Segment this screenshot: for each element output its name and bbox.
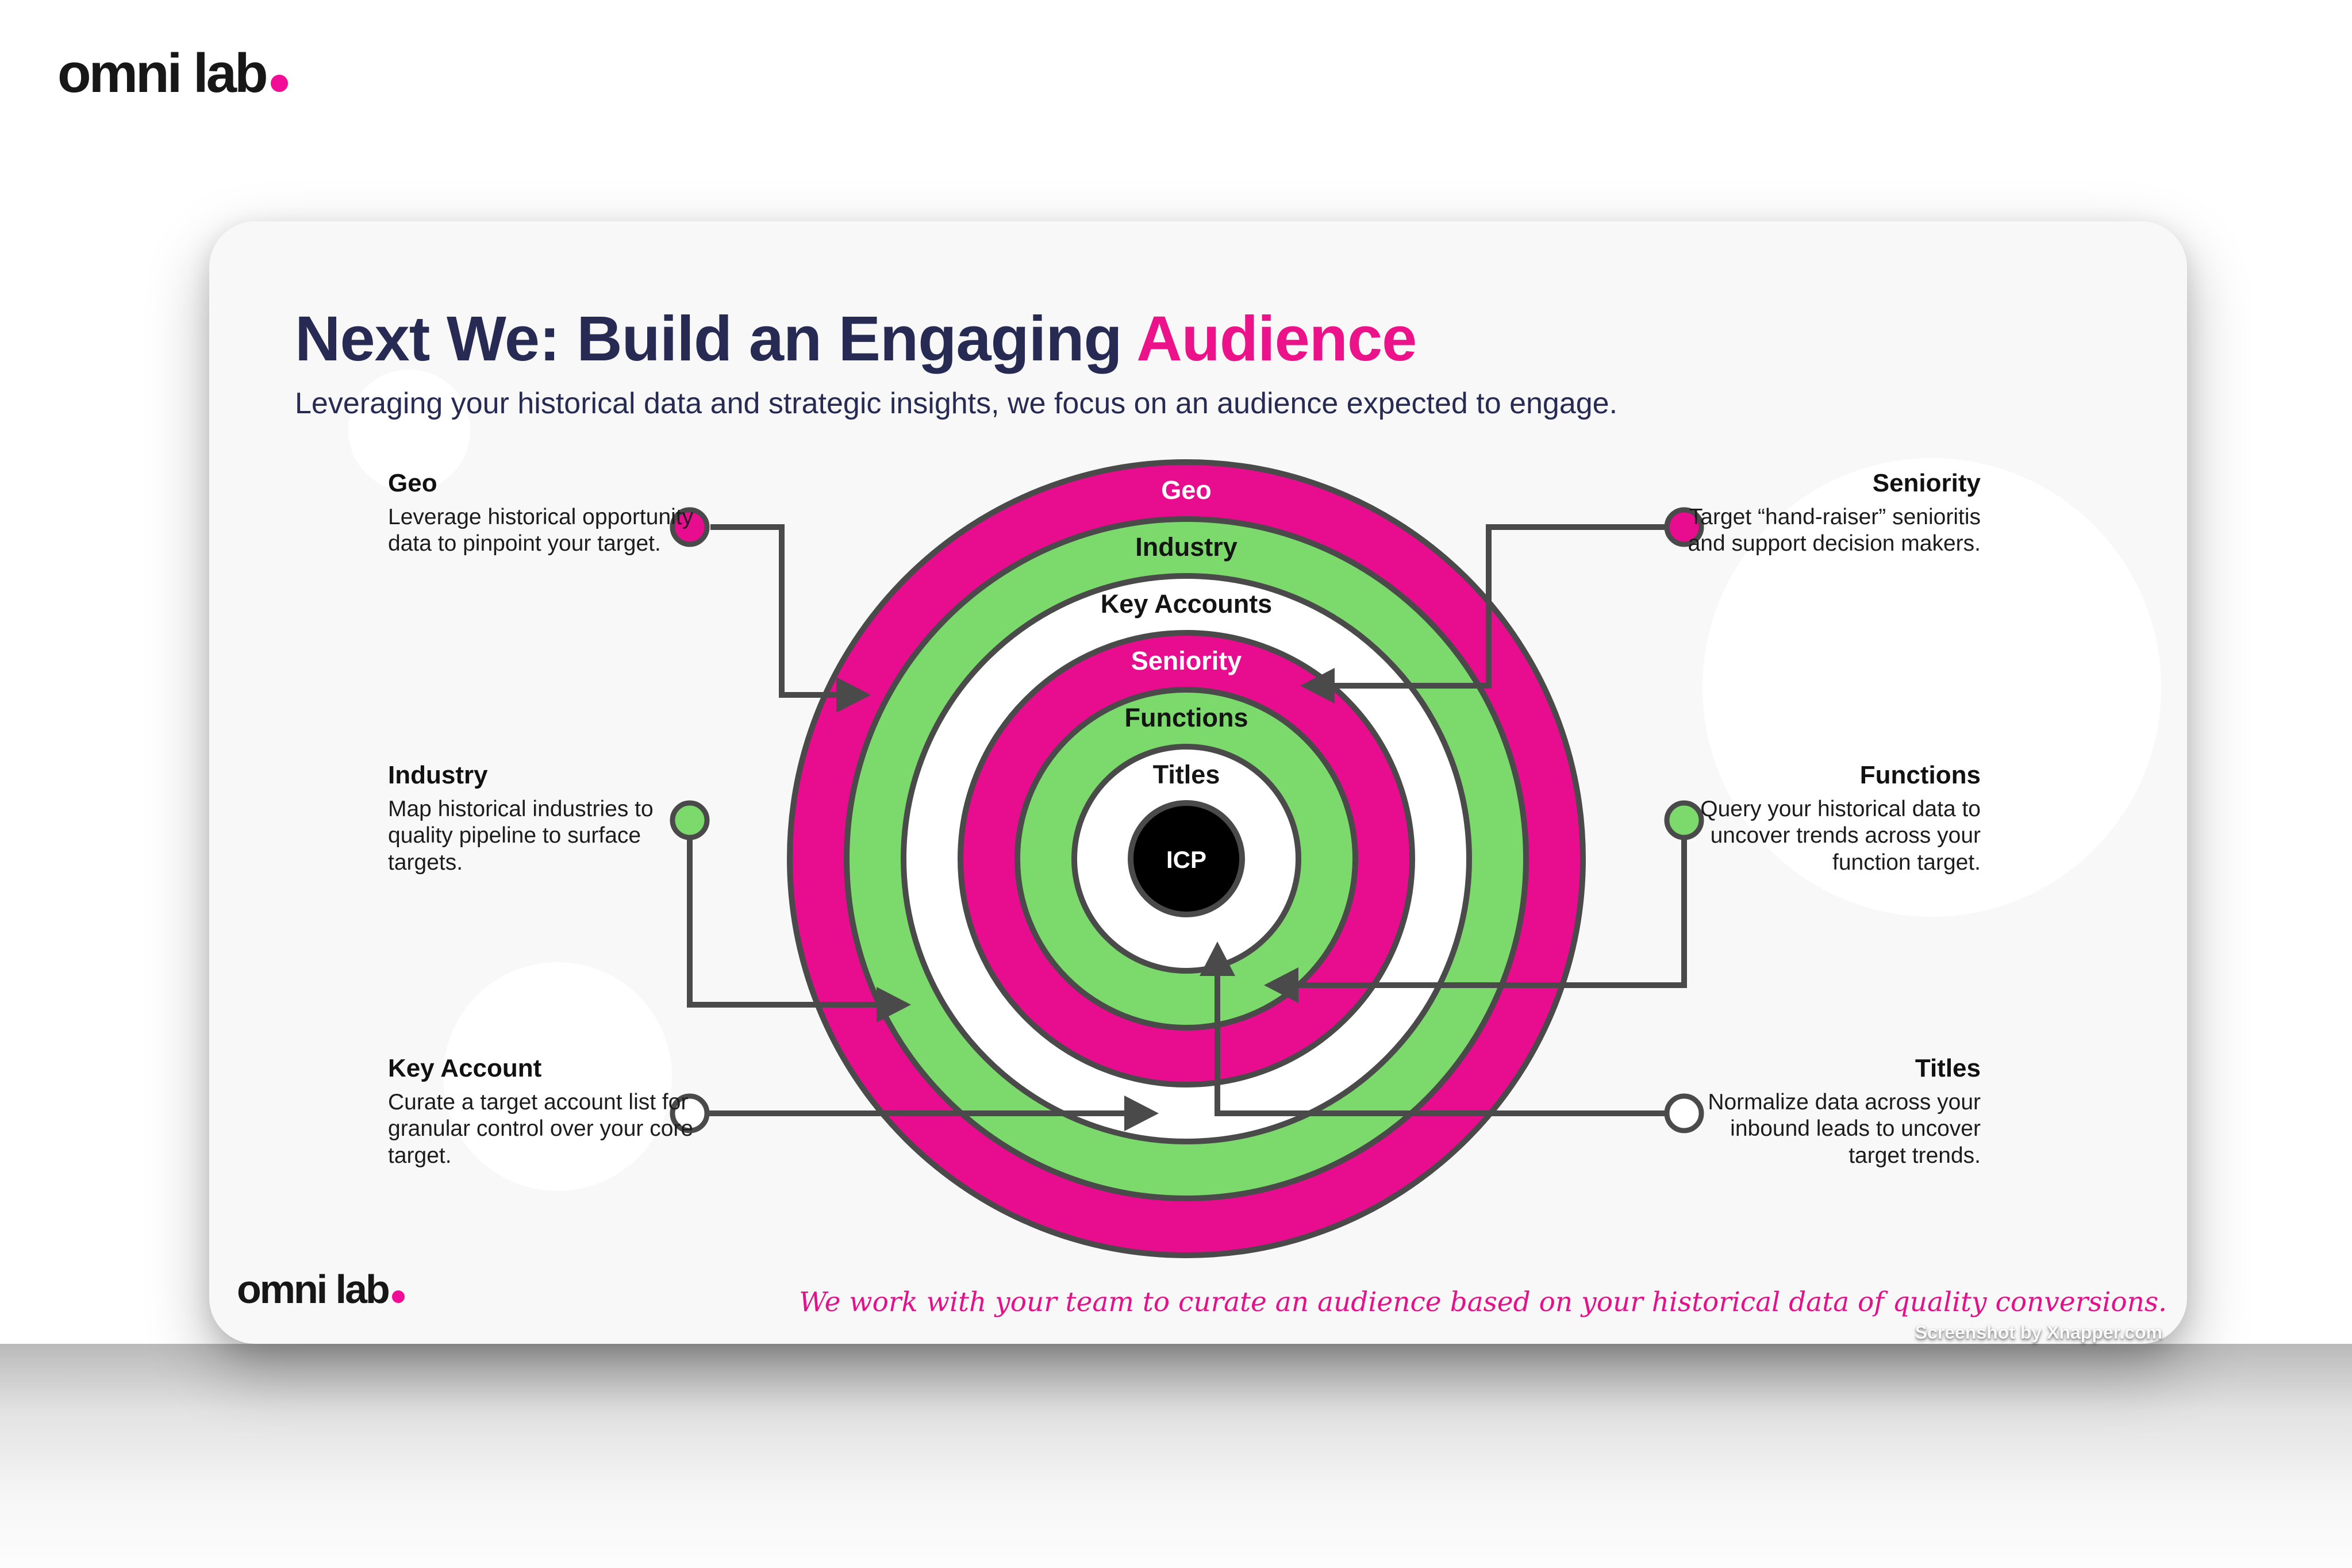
geo-dot — [670, 507, 710, 547]
ring-label-geo: Geo — [1161, 475, 1212, 505]
titles-dot — [1664, 1093, 1704, 1133]
geo-arrowhead-icon — [836, 677, 871, 713]
callout-seniority-body: Target “hand-raiser” senioritis and supp… — [1688, 504, 1981, 556]
callout-key-account-title: Key Account — [388, 1054, 542, 1082]
ring-label-icp: ICP — [1166, 846, 1207, 873]
footer-note: We work with your team to curate an audi… — [799, 1286, 2167, 1318]
watermark: Screenshot by Xnapper.com — [1915, 1322, 2162, 1343]
callout-titles-body: Normalize data across your inbound leads… — [1708, 1089, 1981, 1169]
functions-dot — [1664, 800, 1704, 840]
callout-functions-title: Functions — [1859, 761, 1981, 789]
callout-key-account-body: Curate a target account list for granula… — [388, 1089, 694, 1169]
geo-connector-line — [710, 524, 844, 698]
ring-label-industry: Industry — [1135, 532, 1238, 562]
functions-arrowhead-icon — [1264, 967, 1298, 1003]
callout-geo-body: Leverage historical opportunity data to … — [388, 504, 694, 556]
footer-logo-dot — [391, 1290, 405, 1303]
ring-label-key-accounts: Key Accounts — [1100, 589, 1273, 618]
callout-functions: Functions Query your historical data to … — [1647, 761, 1981, 877]
callout-titles: Titles Normalize data across your inboun… — [1682, 1054, 1981, 1170]
callout-industry-title: Industry — [388, 761, 488, 789]
page-title-accent: Audience — [1136, 303, 1417, 374]
brand-logo-text: omni lab — [57, 43, 268, 104]
functions-connector-line — [1292, 839, 1687, 988]
callout-key-account: Key Account Curate a target account list… — [388, 1054, 698, 1170]
brand-logo: omni lab — [57, 46, 288, 101]
seniority-connector-line — [1328, 524, 1665, 689]
page-title-prefix: Next We: Build an Engaging — [295, 303, 1137, 374]
titles-connector-line — [1215, 970, 1665, 1116]
brand-logo-dot — [270, 75, 288, 92]
page-title: Next We: Build an Engaging Audience — [295, 303, 1417, 374]
key-account-dot — [670, 1093, 710, 1133]
callout-functions-body: Query your historical data to uncover tr… — [1700, 796, 1981, 875]
ring-label-seniority: Seniority — [1131, 646, 1242, 675]
icp-center-circle — [1128, 800, 1245, 917]
ring-label-titles: Titles — [1152, 760, 1220, 789]
callout-titles-title: Titles — [1915, 1054, 1981, 1082]
callout-geo: Geo Leverage historical opportunity data… — [388, 469, 698, 558]
industry-connector-line — [687, 839, 884, 1008]
decorative-circle — [1702, 458, 2161, 917]
titles-arrowhead-icon — [1200, 941, 1235, 976]
decorative-circle — [443, 962, 672, 1191]
callout-geo-title: Geo — [388, 469, 437, 497]
footer-logo-text: omni lab — [237, 1267, 390, 1312]
callout-seniority-title: Seniority — [1872, 469, 1981, 497]
decorative-circle — [348, 370, 470, 491]
industry-dot — [670, 800, 710, 840]
ring-label-functions: Functions — [1124, 703, 1248, 732]
callout-industry: Industry Map historical industries to qu… — [388, 761, 698, 877]
page-subtitle: Leveraging your historical data and stra… — [295, 387, 1618, 420]
callout-industry-body: Map historical industries to quality pip… — [388, 796, 654, 875]
callout-seniority: Seniority Target “hand-raiser” senioriti… — [1659, 469, 1981, 558]
key-account-arrowhead-icon — [1124, 1096, 1159, 1131]
industry-arrowhead-icon — [877, 987, 911, 1023]
seniority-dot — [1664, 507, 1704, 547]
seniority-arrowhead-icon — [1300, 668, 1335, 704]
backdrop-shadow — [0, 1344, 2352, 1568]
footer-logo: omni lab — [237, 1269, 405, 1309]
